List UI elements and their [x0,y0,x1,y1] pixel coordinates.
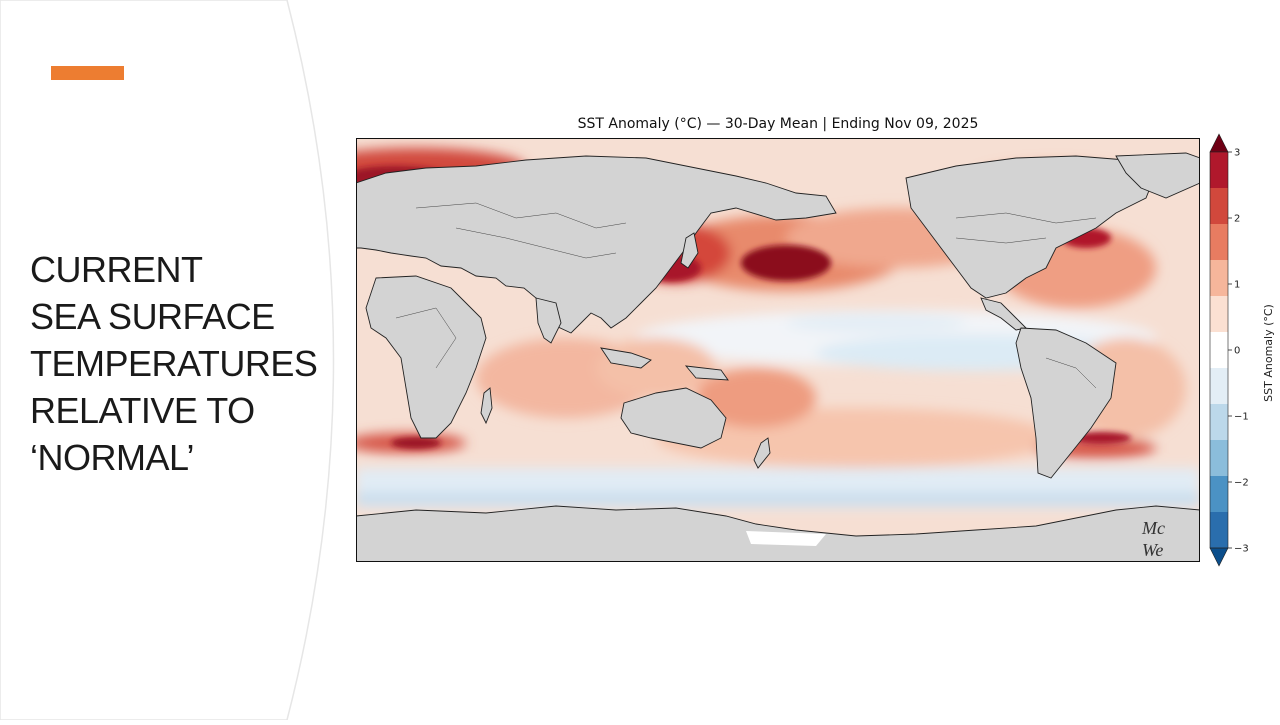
land-australia [620,387,727,449]
accent-bar [51,66,124,80]
colorbar-band [1210,188,1228,225]
slide-title-line-2: SEA SURFACE [30,296,275,337]
map-border [356,138,1200,562]
svg-text:We: We [1142,540,1163,560]
country-borders [395,202,1097,389]
colorbar-svg: 3 2 1 0 −1 −2 −3 SST Anomaly (°C) [1209,133,1275,567]
left-panel: CURRENT SEA SURFACE TEMPERATURES RELATIV… [0,0,340,721]
colorbar-tick-label: 2 [1234,214,1240,225]
land-masses [356,152,1200,562]
colorbar-extend-min [1209,547,1229,567]
colorbar-tick-label: 1 [1234,280,1240,291]
sst-anomaly-map: Mc We [356,138,1200,562]
map-title: SST Anomaly (°C) — 30-Day Mean | Ending … [577,116,979,132]
colorbar-band [1210,224,1228,261]
land-japan [680,232,699,269]
colorbar-extend-max [1209,133,1229,153]
land-greenland [1115,152,1200,199]
colorbar-tick-label: −3 [1234,544,1249,555]
colorbar-band [1210,152,1228,189]
colorbar-label: SST Anomaly (°C) [1262,304,1275,402]
land-new-guinea [684,365,729,381]
slide-title-line-4: RELATIVE TO [30,390,255,431]
colorbar-tick-label: 3 [1234,148,1240,159]
colorbar-band [1210,476,1228,513]
slide-title-line-1: CURRENT [30,249,203,290]
map-image: Mc We [356,138,1200,562]
land-south-america [1015,327,1117,479]
colorbar-band [1210,440,1228,477]
slide-title-line-3: TEMPERATURES [30,343,318,384]
colorbar-tick-label: −1 [1234,412,1249,423]
left-panel-curve [0,0,335,721]
watermark-logo: Mc We [1141,518,1165,560]
colorbar-band [1210,368,1228,405]
colorbar-band [1210,296,1228,333]
colorbar-band [1210,260,1228,297]
colorbar-band [1210,512,1228,549]
land-madagascar [480,387,493,425]
land-eurasia [356,155,837,334]
land-sumatra-borneo [600,347,652,369]
colorbar-band [1210,404,1228,441]
land-new-zealand [753,437,771,469]
ice-shelf [746,531,826,546]
land-india [535,297,562,344]
colorbar-band [1210,332,1228,369]
colorbar-tick-label: 0 [1234,346,1240,357]
colorbar: 3 2 1 0 −1 −2 −3 SST Anomaly (°C) [1200,128,1280,578]
svg-text:Mc: Mc [1141,518,1165,538]
land-north-america [905,155,1157,299]
slide-title: CURRENT SEA SURFACE TEMPERATURES RELATIV… [30,246,330,481]
slide-title-line-5: ‘NORMAL’ [30,437,195,478]
colorbar-tick-label: −2 [1234,478,1249,489]
land-africa [365,275,487,439]
